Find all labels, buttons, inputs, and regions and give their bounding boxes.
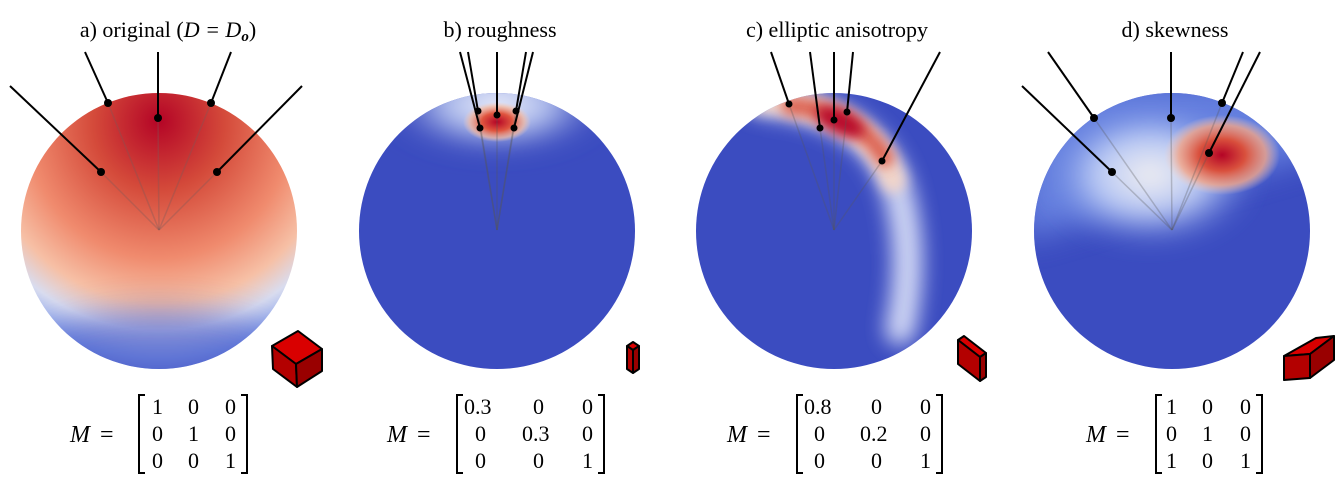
matrix-cell-r0-c0: 0.8 (804, 394, 832, 419)
matrix-cell-r1-c0: 0 (475, 421, 486, 446)
panel-c-title: c) elliptic anisotropy (746, 17, 928, 42)
panel-b-matrix-label: M (386, 422, 409, 448)
panel-d-matrix: M = 1 0 0 0 1 0 1 0 1 (1085, 394, 1263, 474)
matrix-cell-r0-c1: 0 (188, 394, 199, 419)
matrix-cell-r2-c0: 1 (1166, 448, 1177, 473)
panel-d-inner-rays (1093, 102, 1223, 231)
matrix-cell-r1-c2: 0 (582, 421, 593, 446)
panel-c-matrix-eq: = (757, 422, 771, 448)
panel-c-sphere-shading (745, 93, 923, 345)
matrix-cell-r2-c1: 0 (871, 448, 882, 473)
matrix-cell-r0-c2: 0 (920, 394, 931, 419)
matrix-cell-r2-c1: 0 (1202, 448, 1213, 473)
matrix-cell-r2-c0: 0 (152, 448, 163, 473)
matrix-cell-r2-c2: 1 (582, 448, 593, 473)
panel-b-matrix: M = 0.3 0 0 0 0.3 0 0 0 1 (386, 394, 605, 474)
panel-d-cube-icon (1283, 335, 1335, 381)
matrix-cell-r0-c0: 0.3 (464, 394, 492, 419)
matrix-cell-r1-c1: 0.2 (860, 421, 888, 446)
panel-d-rays (1021, 51, 1261, 173)
panel-d-sphere-shading (1034, 93, 1310, 250)
panel-d-matrix-eq: = (1116, 422, 1130, 448)
panel-a-matrix-label: M (69, 422, 92, 448)
panel-c: c) elliptic anisotropy (696, 17, 987, 474)
matrix-cell-r2-c0: 0 (814, 448, 825, 473)
panel-d: d) skewness (1021, 17, 1335, 474)
panel-c-inner-rays (788, 103, 883, 231)
matrix-cell-r1-c2: 0 (225, 421, 236, 446)
matrix-cell-r2-c0: 0 (475, 448, 486, 473)
panel-a-ray-dots (97, 99, 221, 176)
panel-d-matrix-label: M (1085, 422, 1108, 448)
matrix-cell-r2-c1: 0 (188, 448, 199, 473)
panel-a-matrix: M = 1 0 0 0 1 0 0 0 1 (69, 394, 248, 474)
panel-c-cube-icon (957, 335, 987, 382)
panel-b-matrix-eq: = (417, 422, 431, 448)
panel-a-title: a) original (D = Do) (80, 17, 256, 45)
panel-b-title: b) roughness (443, 17, 556, 42)
matrix-cell-r1-c2: 0 (920, 421, 931, 446)
panel-c-matrix: M = 0.8 0 0 0 0.2 0 0 0 1 (726, 394, 943, 474)
panel-a-cube-icon (271, 330, 323, 388)
panel-c-rays (770, 51, 941, 162)
matrix-cell-r2-c1: 0 (533, 448, 544, 473)
matrix-cell-r0-c2: 0 (225, 394, 236, 419)
matrix-cell-r0-c1: 0 (533, 394, 544, 419)
panel-b-cube-icon (626, 341, 640, 374)
matrix-cell-r2-c2: 1 (225, 448, 236, 473)
panel-b-ray-dots (474, 107, 520, 132)
panel-a-inner-rays (100, 102, 218, 231)
panel-c-ray-dots (785, 100, 886, 165)
panel-a: a) original (D = Do) (9, 17, 323, 474)
matrix-cell-r0-c2: 0 (582, 394, 593, 419)
matrix-cell-r1-c1: 0.3 (522, 421, 550, 446)
panel-d-ray-dots (1090, 99, 1226, 176)
matrix-cell-r1-c1: 1 (188, 421, 199, 446)
panel-d-title: d) skewness (1122, 17, 1229, 42)
matrix-cell-r0-c1: 0 (871, 394, 882, 419)
matrix-cell-r1-c2: 0 (1240, 421, 1251, 446)
matrix-cell-r2-c2: 1 (920, 448, 931, 473)
matrix-cell-r0-c0: 1 (1166, 394, 1177, 419)
panel-a-rays (9, 51, 303, 173)
panel-b-sphere (359, 93, 635, 369)
panel-c-matrix-label: M (726, 422, 749, 448)
matrix-cell-r0-c2: 0 (1240, 394, 1251, 419)
matrix-cell-r0-c0: 1 (152, 394, 163, 419)
matrix-cell-r1-c0: 0 (152, 421, 163, 446)
matrix-cell-r2-c2: 1 (1240, 448, 1251, 473)
matrix-cell-r1-c1: 1 (1202, 421, 1213, 446)
panel-b: b) roughness (359, 17, 640, 474)
matrix-cell-r1-c0: 0 (814, 421, 825, 446)
panel-a-matrix-eq: = (100, 422, 114, 448)
panel-b-rays (459, 51, 534, 129)
matrix-cell-r0-c1: 0 (1202, 394, 1213, 419)
matrix-cell-r1-c0: 0 (1166, 421, 1177, 446)
